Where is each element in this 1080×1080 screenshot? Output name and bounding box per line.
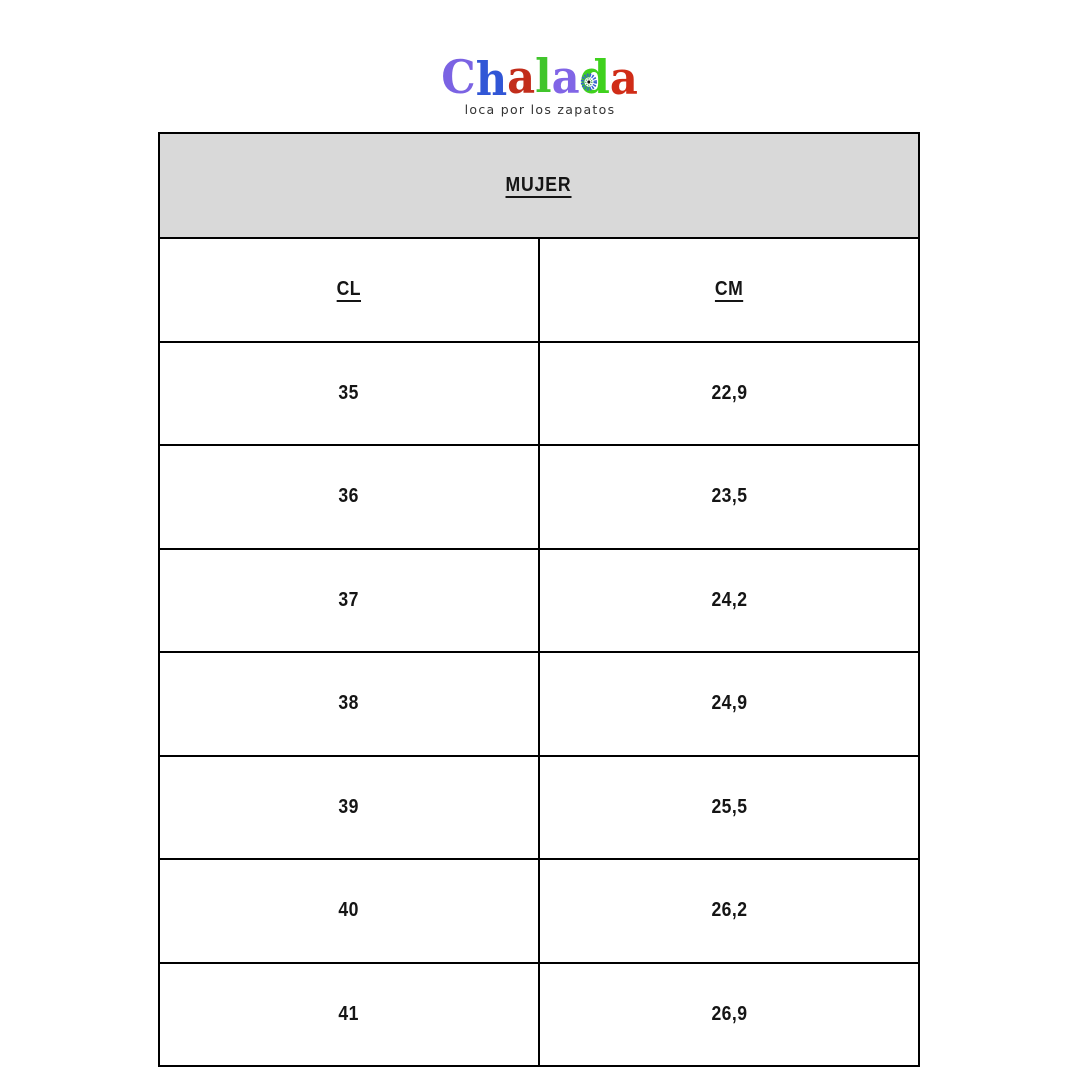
- cell-cl: 38: [160, 653, 538, 755]
- cell-cl: 36: [160, 446, 538, 548]
- cell-cl-value: 39: [338, 795, 360, 818]
- table-row: 35 22,9: [160, 340, 918, 445]
- logo-letter: d: [580, 50, 611, 104]
- brand-header: Chalad a loca por los zapatos: [0, 49, 1080, 117]
- mandala-icon: [581, 73, 598, 91]
- brand-tagline: loca por los zapatos: [464, 102, 616, 117]
- cell-cl: 35: [160, 343, 538, 445]
- cell-cl: 37: [160, 550, 538, 652]
- table-row: 36 23,5: [160, 444, 918, 548]
- cell-cl-value: 38: [338, 692, 360, 715]
- cell-cm-value: 24,9: [710, 692, 748, 715]
- logo-letter: a: [552, 50, 581, 104]
- cell-cl-value: 40: [338, 899, 360, 922]
- logo-letter: h: [476, 52, 508, 106]
- brand-logo: Chalad a: [441, 49, 639, 106]
- column-header-cm: CM: [538, 239, 918, 341]
- table-row: 37 24,2: [160, 547, 918, 652]
- column-header-cm-label: CM: [714, 278, 744, 301]
- logo-letter: l: [535, 49, 553, 103]
- cell-cl: 39: [160, 757, 538, 859]
- cell-cl-value: 36: [338, 485, 360, 508]
- logo-letter: C: [441, 50, 477, 104]
- cell-cm: 26,2: [538, 860, 918, 962]
- cell-cm-value: 23,5: [710, 485, 748, 508]
- cell-cm: 24,2: [538, 549, 918, 651]
- logo-letter: a: [507, 50, 536, 104]
- table-title: MUJER: [505, 174, 572, 196]
- cell-cm-value: 24,2: [710, 588, 748, 611]
- cell-cm: 22,9: [538, 342, 918, 444]
- cell-cm-value: 22,9: [710, 381, 748, 404]
- cell-cm: 25,5: [538, 756, 918, 858]
- table-row: 39 25,5: [160, 754, 918, 859]
- column-header-cl: CL: [160, 239, 538, 341]
- logo-letter: a: [610, 51, 639, 105]
- cell-cm: 23,5: [538, 446, 918, 548]
- cell-cl: 41: [160, 964, 538, 1066]
- cell-cm-value: 26,2: [710, 899, 748, 922]
- column-header-row: CL CM: [160, 237, 918, 341]
- size-chart-table: MUJER CL CM 35 22,9 36 23,5 37 24,2 38 24,9 39 25…: [158, 132, 920, 1067]
- cell-cl-value: 37: [338, 588, 360, 611]
- cell-cm-value: 26,9: [710, 1002, 748, 1025]
- table-row: 38 24,9: [160, 651, 918, 755]
- column-header-cl-label: CL: [336, 278, 362, 301]
- table-title-row: MUJER: [160, 134, 918, 237]
- table-row: 40 26,2: [160, 858, 918, 962]
- cell-cl-value: 41: [338, 1002, 360, 1025]
- cell-cm: 26,9: [538, 963, 918, 1065]
- cell-cl: 40: [160, 860, 538, 962]
- cell-cm-value: 25,5: [710, 795, 748, 818]
- cell-cl-value: 35: [338, 381, 360, 404]
- cell-cm: 24,9: [538, 653, 918, 755]
- table-row: 41 26,9: [160, 961, 918, 1066]
